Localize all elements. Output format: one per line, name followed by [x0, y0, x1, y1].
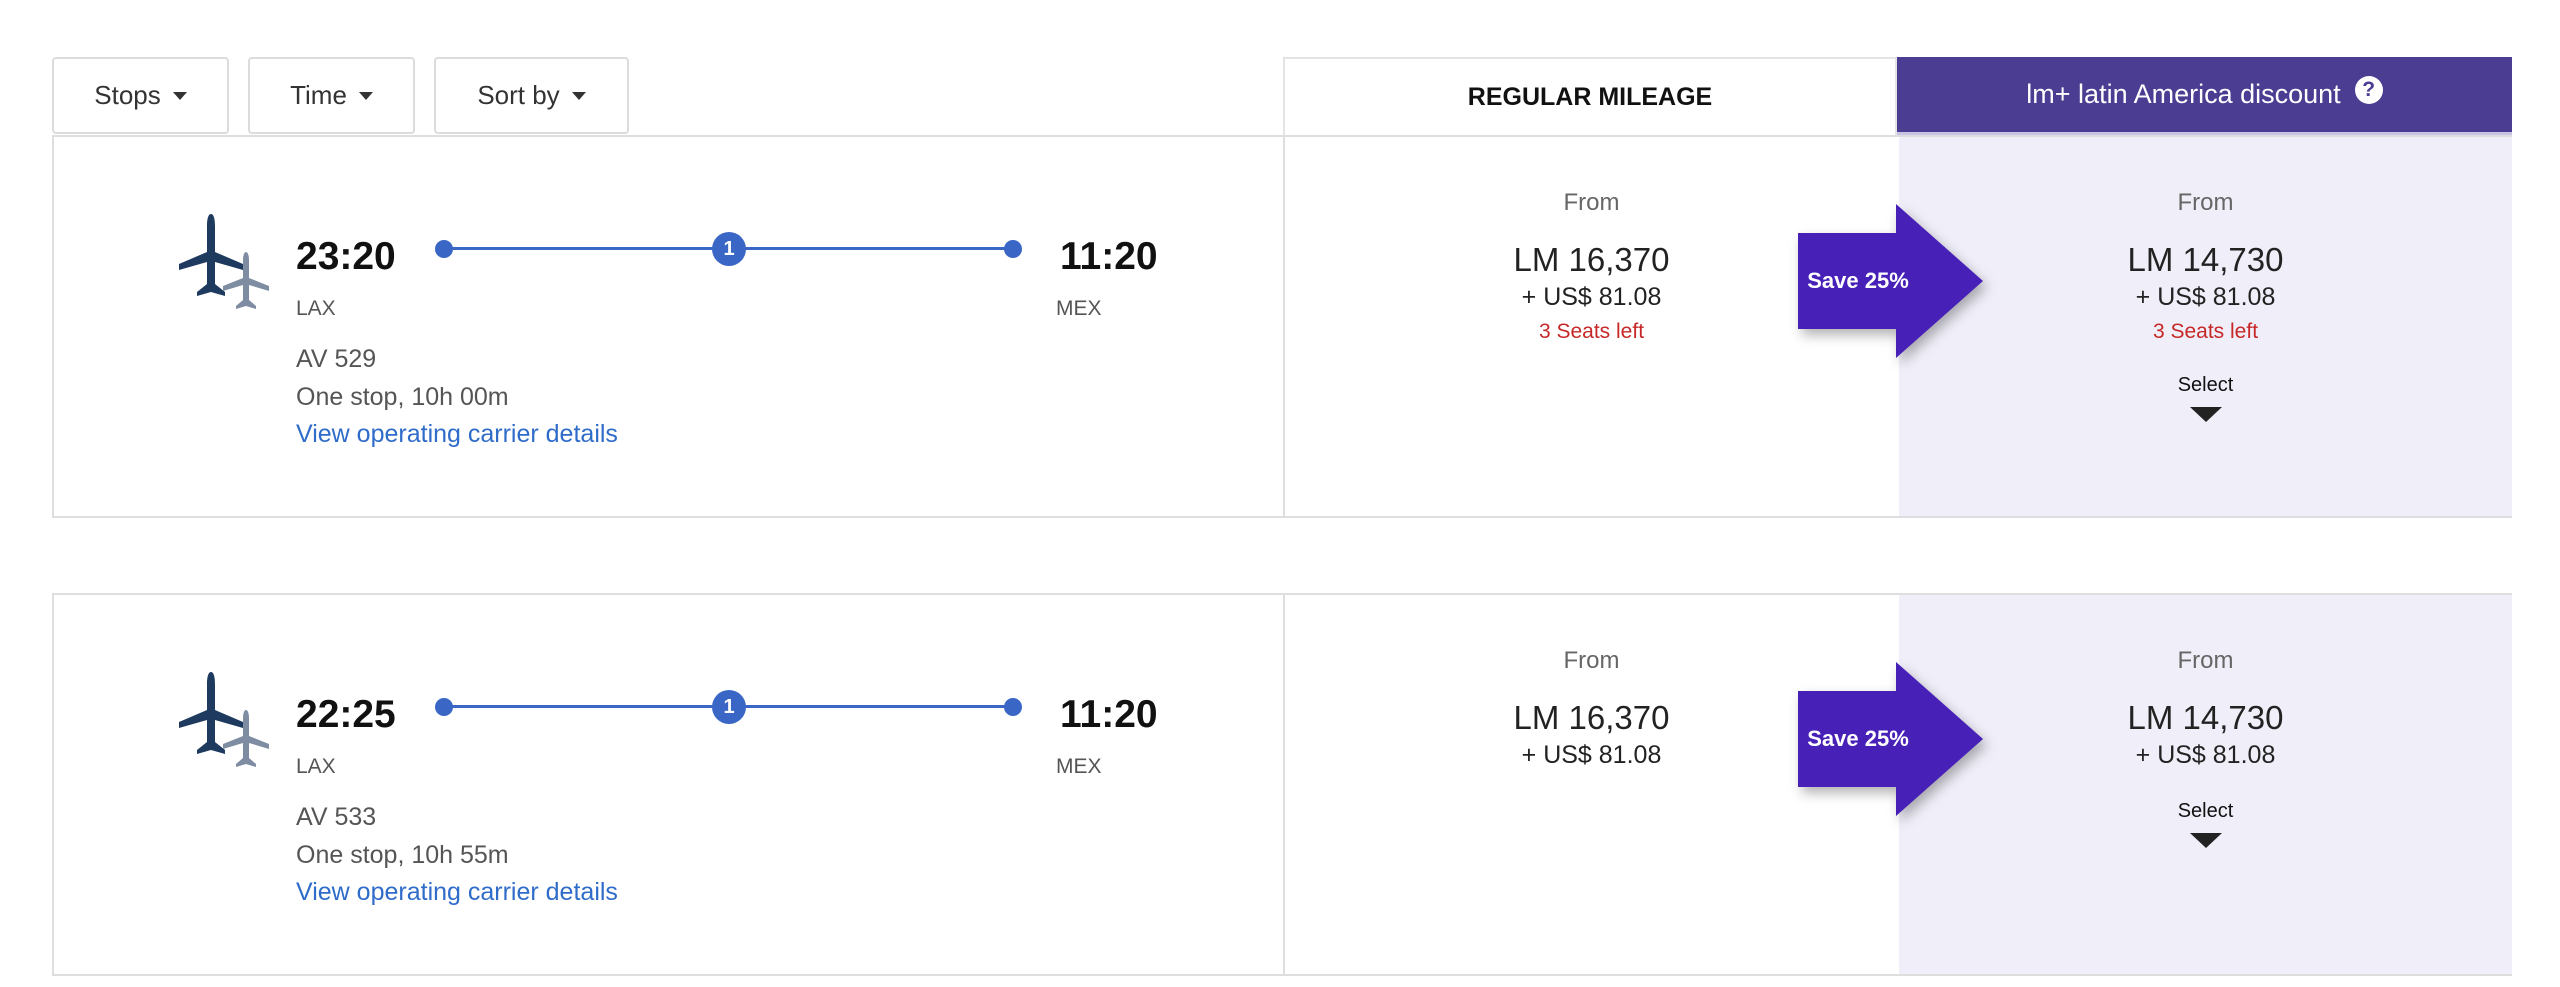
- discount-header: lm+ latin America discount?: [1897, 57, 2512, 135]
- seats-left: 3 Seats left: [1538, 320, 1645, 343]
- select-button[interactable]: Select: [2177, 800, 2234, 822]
- tax-price: + US$ 81.08: [1521, 283, 1662, 311]
- caret-down-icon: [358, 91, 373, 100]
- airplane-icon: [179, 672, 269, 767]
- stops-label: Stops: [94, 80, 161, 110]
- flight-card: 22:25 LAX 1 11:20 MEX AV 533 One stop, 1…: [52, 593, 2512, 976]
- regular-price[interactable]: From LM 16,370 + US$ 81.08: [1285, 647, 1898, 770]
- flight-card: 23:20 LAX 1 11:20 MEX AV 529 One stop, 1…: [52, 135, 2512, 518]
- flight-info: 23:20 LAX 1 11:20 MEX AV 529 One stop, 1…: [54, 137, 1285, 516]
- question-circle-icon[interactable]: ?: [2354, 75, 2383, 104]
- tax-price: + US$ 81.08: [2135, 283, 2276, 311]
- select-button[interactable]: Select: [2177, 374, 2234, 396]
- miles-price: LM 16,370: [1513, 699, 1670, 736]
- from-label: From: [2177, 647, 2234, 674]
- departure-airport: LAX: [296, 755, 336, 778]
- origin-dot: [435, 240, 453, 258]
- carrier-details-link[interactable]: View operating carrier details: [296, 420, 618, 448]
- save-percent: Save 25%: [1807, 268, 1909, 293]
- save-arrow-badge: [1798, 662, 1983, 816]
- regular-mileage-title: REGULAR MILEAGE: [1467, 82, 1713, 111]
- flight-duration: One stop, 10h 00m: [296, 383, 509, 411]
- stop-count-badge: 1: [712, 690, 746, 724]
- departure-airport: LAX: [296, 297, 336, 320]
- miles-price: LM 16,370: [1513, 241, 1670, 278]
- departure-time: 23:20: [296, 235, 396, 278]
- regular-price[interactable]: From LM 16,370 + US$ 81.08 3 Seats left: [1285, 189, 1898, 344]
- regular-mileage-header: REGULAR MILEAGE: [1283, 57, 1897, 135]
- sort-by-button[interactable]: Sort by: [434, 57, 629, 134]
- destination-dot: [1004, 240, 1022, 258]
- caret-down-icon[interactable]: [2189, 833, 2222, 848]
- origin-dot: [435, 698, 453, 716]
- stops-filter-button[interactable]: Stops: [52, 57, 229, 134]
- destination-dot: [1004, 698, 1022, 716]
- flight-duration: One stop, 10h 55m: [296, 841, 509, 869]
- caret-down-icon: [172, 91, 187, 100]
- from-label: From: [2177, 189, 2234, 216]
- flight-number: AV 529: [296, 345, 377, 373]
- save-percent: Save 25%: [1807, 726, 1909, 751]
- from-label: From: [1563, 189, 1620, 216]
- discount-title: lm+ latin America discount: [2026, 79, 2341, 109]
- departure-time: 22:25: [296, 693, 396, 736]
- caret-down-icon: [571, 91, 586, 100]
- flight-number: AV 533: [296, 803, 377, 831]
- time-filter-button[interactable]: Time: [248, 57, 415, 134]
- sort-label: Sort by: [477, 80, 560, 110]
- arrival-airport: MEX: [1056, 297, 1102, 320]
- airplane-icon: [179, 214, 269, 309]
- tax-price: + US$ 81.08: [2135, 741, 2276, 769]
- from-label: From: [1563, 647, 1620, 674]
- arrival-airport: MEX: [1056, 755, 1102, 778]
- arrival-time: 11:20: [1060, 235, 1158, 278]
- carrier-details-link[interactable]: View operating carrier details: [296, 878, 618, 906]
- seats-left: 3 Seats left: [2152, 320, 2259, 343]
- flight-info: 22:25 LAX 1 11:20 MEX AV 533 One stop, 1…: [54, 595, 1285, 974]
- caret-down-icon[interactable]: [2189, 407, 2222, 422]
- stop-count-badge: 1: [712, 232, 746, 266]
- discount-price-cell[interactable]: From LM 14,730 + US$ 81.08 3 Seats left …: [1899, 137, 2512, 516]
- save-arrow-badge: [1798, 204, 1983, 358]
- tax-price: + US$ 81.08: [1521, 741, 1662, 769]
- miles-price: LM 14,730: [2127, 241, 2284, 278]
- discount-price-cell[interactable]: From LM 14,730 + US$ 81.08 Select: [1899, 595, 2512, 974]
- miles-price: LM 14,730: [2127, 699, 2284, 736]
- arrival-time: 11:20: [1060, 693, 1158, 736]
- time-label: Time: [290, 80, 347, 110]
